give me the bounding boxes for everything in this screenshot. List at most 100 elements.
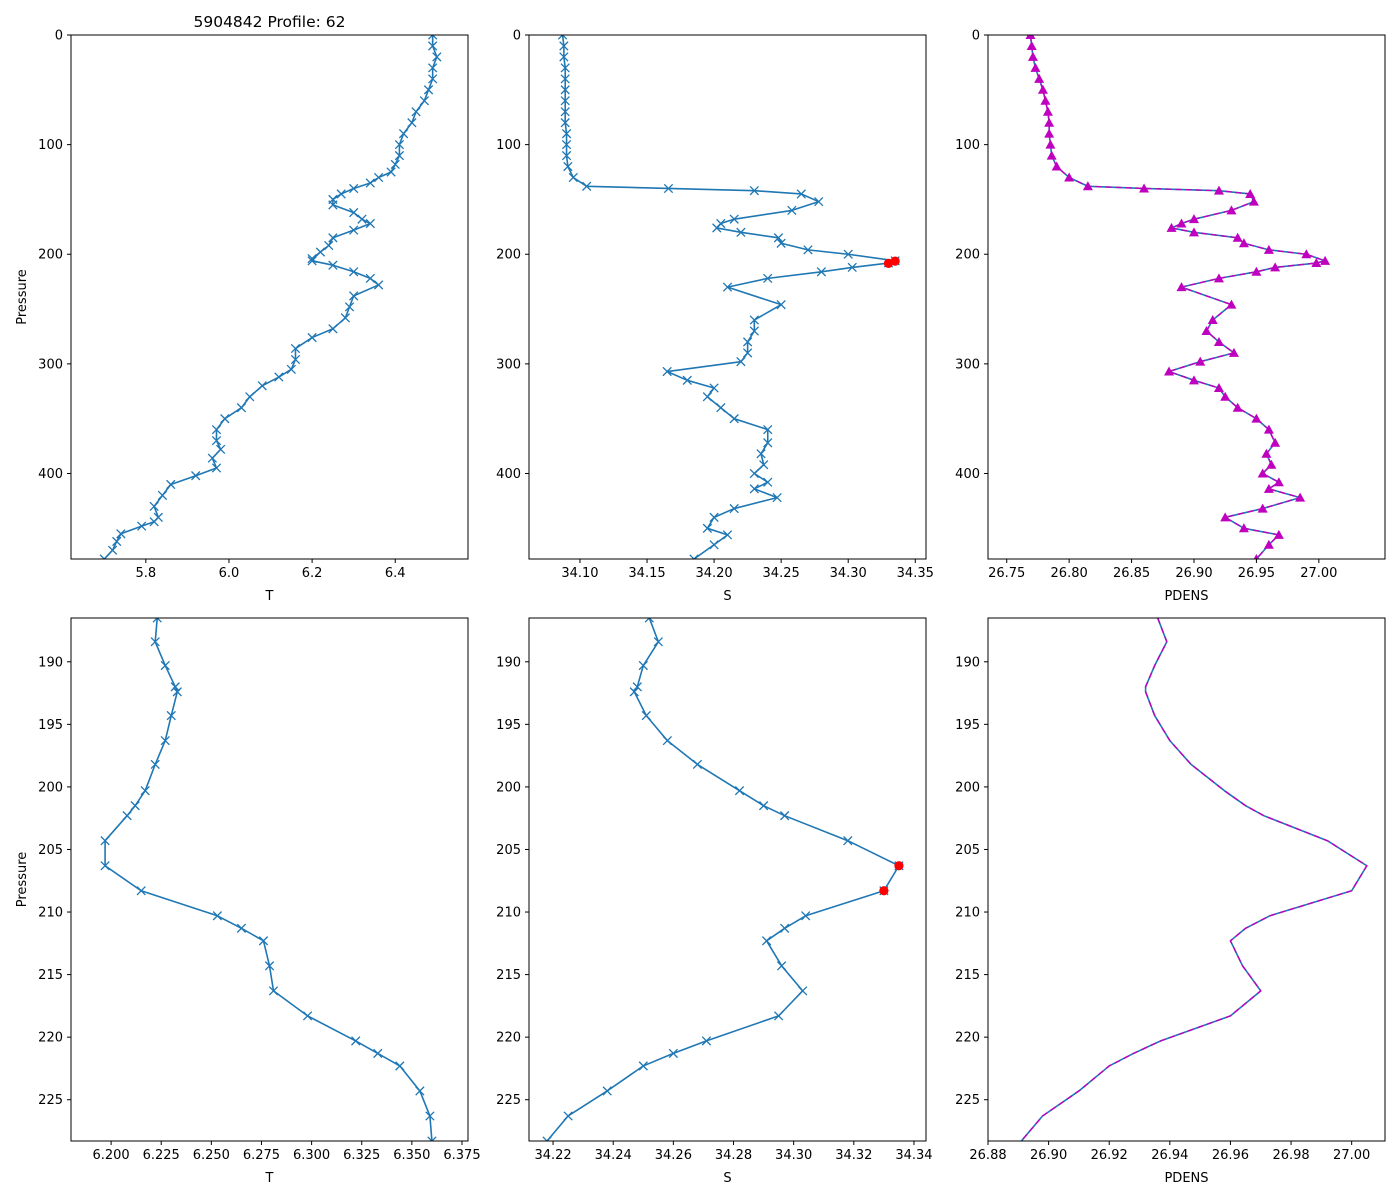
y-tick-label: 210	[38, 906, 63, 921]
data-point	[1228, 347, 1239, 357]
data-point	[1257, 468, 1268, 478]
x-tick-label: 34.25	[763, 566, 800, 581]
data-point	[211, 435, 222, 446]
data-point	[798, 986, 808, 996]
data-point	[801, 911, 811, 921]
data-point	[1213, 273, 1224, 283]
x-tick-label: 6.325	[343, 1148, 380, 1163]
data-point	[1232, 402, 1243, 412]
data-point	[563, 161, 573, 172]
data-point	[1051, 161, 1062, 171]
data-point	[716, 403, 726, 413]
y-tick-label: 210	[955, 906, 980, 921]
data-point	[712, 223, 722, 233]
data-point	[1261, 448, 1272, 458]
data-point	[701, 1036, 712, 1046]
data-point	[729, 414, 739, 424]
data-point	[1270, 437, 1281, 447]
x-tick-label: 26.95	[1238, 566, 1275, 581]
data-point	[236, 403, 247, 413]
data-point	[632, 682, 642, 692]
data-point	[1195, 356, 1206, 366]
data-point	[763, 424, 773, 435]
data-point	[427, 1136, 437, 1141]
data-point	[211, 463, 222, 473]
x-tick-label: 34.34	[895, 1148, 932, 1163]
data-point	[629, 687, 639, 697]
y-tick-label: 0	[513, 29, 521, 44]
panel-salinity-zoom: 34.22 34.24 34.26 34.28 34.30 34.32 34.34 190 19…	[496, 617, 933, 1186]
panel-density: 26.75 26.80 26.85 26.90 26.95 27.00 0 100 200 300…	[955, 29, 1386, 604]
x-axis-label: S	[723, 1171, 731, 1186]
data-point	[759, 460, 769, 470]
x-axis-label: T	[265, 1171, 274, 1186]
data-point	[847, 262, 857, 273]
y-axis-label: Pressure	[15, 269, 30, 325]
data-point	[166, 479, 176, 490]
y-tick-label: 220	[38, 1031, 63, 1046]
data-point	[736, 227, 746, 237]
data-point	[1238, 523, 1249, 533]
data-point	[315, 247, 326, 257]
data-point	[136, 886, 146, 896]
data-point	[1044, 128, 1055, 138]
data-point	[1251, 266, 1262, 276]
x-tick-label: 34.22	[534, 1148, 571, 1163]
data-point	[722, 530, 733, 540]
y-tick-label: 190	[496, 655, 521, 670]
panel-salinity: 34.10 34.15 34.20 34.25 34.30 34.35 0 100 200 300…	[496, 29, 934, 605]
plot-area-density-zoom	[1020, 618, 1368, 1141]
data-point	[709, 383, 719, 393]
x-tick-label: 6.350	[393, 1148, 430, 1163]
data-point	[307, 253, 317, 264]
axes-frame	[528, 617, 927, 1142]
y-tick-label: 100	[496, 138, 521, 153]
data-point	[1037, 84, 1048, 94]
data-point	[415, 1086, 425, 1096]
series-line	[103, 35, 438, 559]
y-tick-label: 400	[38, 467, 63, 482]
y-tick-label: 215	[38, 968, 63, 983]
data-point	[1270, 262, 1281, 272]
panel-temperature: 5.8 6.0 6.2 6.4 0 100 200 300 400 T Pressure 590484…	[15, 13, 469, 604]
y-tick-label: 215	[496, 968, 521, 983]
y-tick-label: 100	[38, 138, 63, 153]
x-tick-label: 34.24	[595, 1148, 632, 1163]
data-point	[407, 118, 417, 128]
data-point	[428, 41, 438, 51]
data-point	[763, 273, 773, 284]
density-dashed-line	[1029, 35, 1328, 559]
data-point	[1027, 51, 1038, 61]
data-point	[682, 375, 692, 385]
data-point	[100, 836, 110, 846]
panel-temperature-zoom: 6.200 6.225 6.250 6.275 6.300 6.325 6.350 6.375…	[15, 617, 481, 1186]
x-tick-label: 34.32	[835, 1148, 872, 1163]
y-tick-label: 190	[38, 655, 63, 670]
x-tick-label: 34.28	[715, 1148, 752, 1163]
data-point	[1226, 299, 1237, 309]
data-point	[1238, 238, 1249, 248]
x-tick-label: 6.275	[243, 1148, 280, 1163]
x-tick-label: 26.90	[1175, 566, 1212, 581]
data-point	[140, 786, 150, 796]
data-point	[1245, 188, 1256, 198]
data-point	[843, 249, 853, 259]
data-point	[796, 189, 806, 199]
data-point	[814, 196, 824, 207]
x-tick-label: 5.8	[135, 566, 156, 581]
data-point	[557, 35, 568, 40]
data-point	[761, 936, 772, 946]
data-point	[245, 392, 255, 402]
data-point	[1139, 183, 1150, 193]
data-point	[1040, 95, 1051, 105]
data-point	[220, 414, 230, 424]
data-point	[662, 366, 672, 377]
data-point	[1176, 282, 1187, 292]
axes-frame	[528, 34, 927, 560]
data-point	[328, 260, 338, 270]
x-tick-label: 27.00	[1300, 566, 1337, 581]
data-point	[749, 468, 759, 479]
data-point	[419, 96, 430, 106]
data-point	[561, 150, 572, 161]
